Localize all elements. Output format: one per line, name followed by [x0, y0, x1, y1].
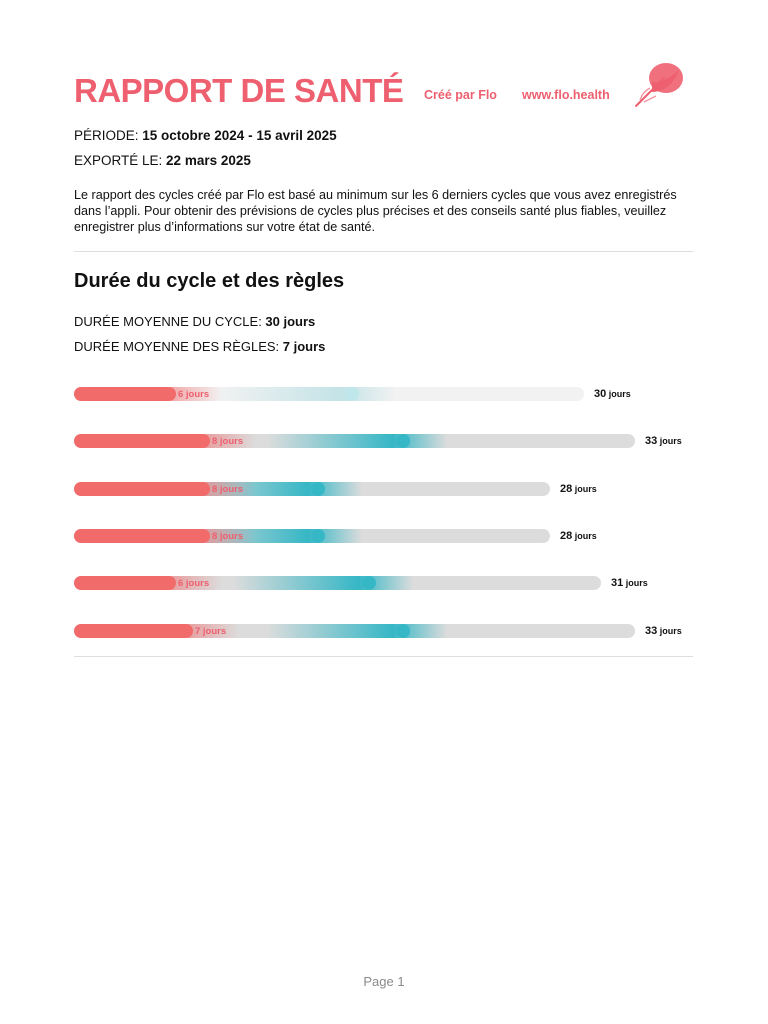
exported-row: EXPORTÉ LE: 22 mars 2025 — [74, 153, 251, 168]
cycle-row: 7 jours 33 jours — [74, 607, 693, 647]
period-length-label: 8 jours — [212, 530, 244, 542]
ovulation-marker — [396, 623, 410, 638]
flo-feather-logo-icon — [635, 63, 683, 107]
period-length-label: 8 jours — [212, 436, 244, 448]
period-value: 15 octobre 2024 - 15 avril 2025 — [142, 128, 337, 143]
intro-paragraph: Le rapport des cycles créé par Flo est b… — [74, 188, 677, 234]
period-bar-fade — [204, 434, 256, 449]
cycle-length-unit: jours — [572, 530, 597, 541]
cycle-length-label: 33 jours — [645, 625, 682, 637]
exported-label: EXPORTÉ LE: — [74, 153, 167, 168]
period-length-label: 8 jours — [212, 483, 244, 495]
created-by-label: Créé par Flo — [424, 88, 497, 102]
cycle-length-value: 31 — [611, 577, 624, 590]
ovulation-marker — [311, 481, 325, 496]
cycle-length-value: 30 — [594, 388, 607, 400]
report-title: RAPPORT DE SANTÉ — [74, 72, 404, 109]
cycle-length-unit: jours — [657, 625, 682, 636]
period-bar-fade — [204, 528, 256, 543]
cycle-row: 6 jours 31 jours — [74, 559, 693, 599]
avg-period-label: DURÉE MOYENNE DES RÈGLES: — [74, 339, 283, 354]
ovulation-marker — [396, 434, 410, 449]
avg-period-value: 7 jours — [282, 339, 326, 354]
period-bar — [74, 623, 193, 638]
avg-cycle-value: 30 jours — [265, 314, 316, 329]
cycle-length-value: 33 — [645, 624, 658, 637]
period-bar — [74, 434, 210, 449]
divider — [74, 656, 693, 657]
period-bar-fade — [187, 623, 239, 638]
cycle-length-label: 28 jours — [560, 530, 597, 542]
cycle-length-unit: jours — [623, 578, 648, 589]
avg-cycle-row: DURÉE MOYENNE DU CYCLE: 30 jours — [74, 314, 315, 329]
section-title: Durée du cycle et des règles — [74, 270, 345, 292]
period-bar-fade — [170, 387, 222, 401]
cycle-chart: 6 jours 30 jours 8 jours 33 jours 8 jours 28 … — [74, 370, 693, 650]
period-bar — [74, 481, 210, 496]
period-bar — [74, 576, 176, 591]
cycle-row: 8 jours 28 jours — [74, 512, 693, 552]
cycle-length-label: 30 jours — [594, 388, 631, 400]
cycle-length-value: 28 — [560, 482, 573, 495]
period-length-label: 6 jours — [178, 389, 210, 400]
fertile-window — [233, 576, 413, 591]
divider — [74, 251, 693, 252]
cycle-row: 6 jours 30 jours — [74, 370, 693, 410]
period-length-label: 7 jours — [195, 625, 227, 637]
cycle-length-unit: jours — [572, 483, 597, 494]
ovulation-marker — [311, 528, 325, 543]
report-header: RAPPORT DE SANTÉ Créé par Flo www.flo.he… — [74, 63, 694, 114]
ovulation-marker — [362, 576, 376, 591]
fertile-window — [267, 434, 447, 449]
period-bar — [74, 528, 210, 543]
cycle-length-value: 33 — [645, 435, 658, 448]
cycle-row: 8 jours 33 jours — [74, 417, 693, 457]
ovulation-marker — [345, 387, 359, 401]
website-link[interactable]: www.flo.health — [522, 88, 610, 102]
fertile-window — [267, 623, 447, 638]
cycle-length-label: 28 jours — [560, 483, 597, 495]
page-number: Page 1 — [363, 974, 405, 989]
cycle-length-unit: jours — [657, 436, 682, 447]
cycle-length-label: 31 jours — [611, 577, 648, 589]
period-bar — [74, 387, 176, 401]
fertile-window — [216, 387, 396, 401]
cycle-row: 8 jours 28 jours — [74, 465, 693, 505]
avg-cycle-label: DURÉE MOYENNE DU CYCLE: — [74, 314, 266, 329]
period-row: PÉRIODE: 15 octobre 2024 - 15 avril 2025 — [74, 128, 337, 143]
period-bar-fade — [170, 576, 222, 591]
avg-period-row: DURÉE MOYENNE DES RÈGLES: 7 jours — [74, 339, 325, 354]
period-bar-fade — [204, 481, 256, 496]
exported-value: 22 mars 2025 — [166, 153, 251, 168]
cycle-length-unit: jours — [606, 389, 631, 399]
cycle-length-value: 28 — [560, 529, 573, 542]
period-length-label: 6 jours — [178, 578, 210, 590]
cycle-length-label: 33 jours — [645, 435, 682, 447]
period-label: PÉRIODE: — [74, 128, 143, 143]
